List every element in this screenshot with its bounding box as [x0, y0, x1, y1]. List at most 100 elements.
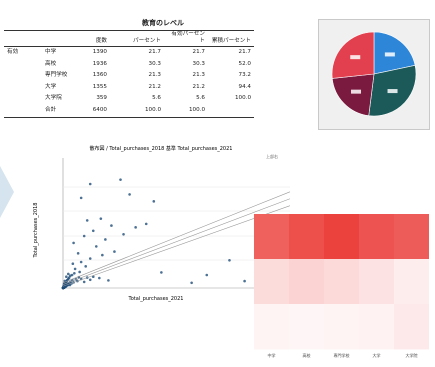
heatmap-x-label: 大学	[373, 352, 381, 358]
heatmap-x-label: 専門学校	[334, 352, 350, 358]
percent-cell: 21.3	[148, 72, 161, 79]
table-row: 大学院 359 5.6 5.6 100.0	[4, 93, 254, 105]
heatmap-cell	[289, 304, 325, 350]
scatter-chart-panel: 散布図 / Total_purchases_2018 基準 Total_purc…	[28, 140, 294, 312]
cumulative-percent-cell: 73.2	[238, 72, 251, 79]
cumulative-percent-cell	[208, 104, 254, 118]
percent-cell: 21.7	[148, 49, 161, 55]
pie-slice-label-3	[350, 55, 361, 60]
scatter-legend: 上部右	[266, 153, 278, 159]
pie-chart	[331, 31, 417, 117]
heatmap-cell	[394, 259, 430, 305]
category-cell: 専門学校	[45, 72, 68, 79]
valid-percent-cell: 21.2	[192, 83, 205, 90]
group-label	[4, 93, 42, 105]
group-label	[4, 59, 42, 71]
scatter-point	[110, 224, 113, 227]
scatter-point	[73, 271, 76, 275]
group-label	[4, 82, 42, 94]
percent-cell: 21.2	[148, 83, 161, 90]
scatter-point	[76, 252, 80, 255]
scatter-title: 散布図 / Total_purchases_2018 基準 Total_purc…	[90, 145, 233, 152]
heatmap-cell	[359, 259, 395, 305]
percent-cell: 5.6	[152, 95, 161, 102]
pie-slice-2	[331, 73, 375, 117]
scatter-point	[128, 193, 131, 196]
scatter-point	[67, 276, 71, 279]
valid-percent-cell: 21.7	[192, 49, 205, 55]
heatmap-x-label: 高校	[303, 352, 311, 358]
scatter-point	[88, 257, 92, 260]
fit-line-0	[62, 198, 291, 285]
count-cell: 1936	[92, 60, 107, 67]
scatter-point	[84, 265, 87, 268]
scatter-point	[113, 250, 116, 253]
heatmap-cell	[289, 259, 325, 305]
table-row: 高校 1936 30.3 30.3 52.0	[4, 59, 254, 71]
scatter-point	[98, 276, 101, 280]
scatter-point	[71, 262, 75, 266]
scatter-point	[205, 273, 209, 277]
col-percent: パーセント	[110, 30, 164, 47]
count-cell: 1390	[92, 49, 107, 55]
cumulative-percent-cell: 52.0	[238, 60, 251, 67]
scatter-point	[70, 273, 74, 277]
scatter-point	[134, 226, 137, 229]
table-row: 合計 6400 100.0 100.0	[4, 104, 254, 118]
scatter-xlabel: Total_purchases_2021	[128, 296, 184, 302]
count-cell: 6400	[82, 104, 110, 118]
heatmap-x-label: 大学院	[406, 352, 418, 358]
heatmap-cell	[394, 214, 430, 260]
scatter-point	[119, 178, 122, 181]
heatmap-cell	[254, 304, 290, 350]
category-cell: 大学院	[45, 95, 62, 102]
heatmap-cell	[359, 304, 395, 350]
fit-line-2	[62, 191, 291, 284]
scatter-point	[160, 271, 163, 274]
scatter-point	[66, 272, 70, 276]
scatter-point	[79, 260, 83, 264]
percent-cell: 100.0	[110, 104, 164, 118]
scatter-point	[104, 238, 107, 241]
scatter-point	[99, 217, 103, 220]
count-cell: 359	[96, 95, 107, 102]
table-row: 専門学校 1360 21.3 21.3 73.2	[4, 70, 254, 82]
category-cell: 大学	[45, 83, 57, 90]
heatmap-cell	[254, 214, 290, 260]
category-cell: 合計	[42, 104, 82, 118]
scatter-point	[91, 229, 95, 233]
fit-line-1	[62, 205, 291, 287]
valid-percent-cell: 5.6	[196, 95, 205, 102]
scatter-point	[243, 279, 246, 283]
heatmap-chart: 中学 高校 専門学校 大学 大学院	[254, 214, 430, 358]
table-title: 教育のレベル	[142, 19, 184, 27]
scatter-point	[88, 278, 92, 282]
pie-slice-label-2	[351, 89, 362, 94]
pie-chart-panel	[318, 19, 430, 130]
valid-percent-cell: 100.0	[164, 104, 208, 118]
scatter-point	[78, 270, 81, 274]
heatmap-cell	[324, 259, 360, 305]
scatter-point	[94, 245, 98, 248]
scatter-point	[190, 281, 193, 285]
scatter-point	[152, 200, 156, 203]
count-cell: 1360	[92, 72, 107, 79]
scatter-point	[85, 219, 89, 222]
frequency-table: 度数 パーセント 有効パーセント 累積パーセント 有効 中学 1390 21.7 21.…	[4, 30, 254, 118]
table-row: 大学 1355 21.2 21.2 94.4	[4, 82, 254, 94]
pie-slice-label-0	[384, 52, 395, 57]
cumulative-percent-cell: 21.7	[238, 49, 251, 55]
panel-arrow-icon[interactable]	[0, 166, 14, 218]
category-cell: 中学	[45, 49, 57, 55]
scatter-ylabel: Total_purchases_2018	[33, 203, 39, 259]
count-cell: 1355	[92, 83, 107, 90]
scatter-point	[144, 222, 148, 226]
cumulative-percent-cell: 94.4	[238, 83, 251, 90]
col-count: 度数	[82, 30, 110, 47]
scatter-point	[82, 234, 86, 238]
category-cell: 高校	[45, 60, 57, 67]
heatmap-cell	[359, 214, 395, 260]
valid-percent-cell: 30.3	[192, 60, 205, 67]
scatter-point	[122, 232, 125, 236]
scatter-point	[88, 182, 92, 186]
